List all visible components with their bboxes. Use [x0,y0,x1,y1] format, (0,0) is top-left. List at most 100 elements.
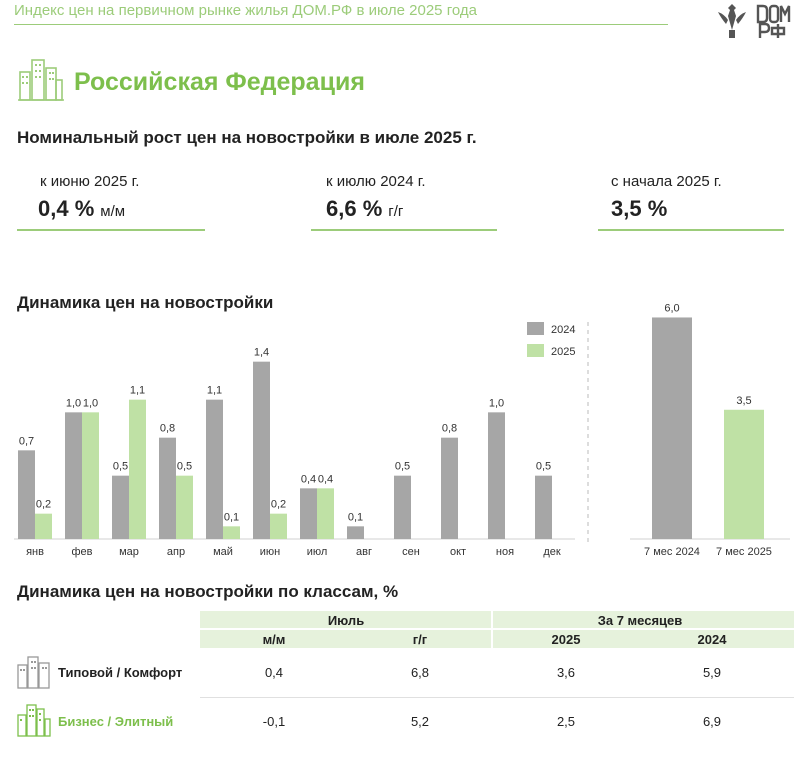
table-cell: 5,2 [410,714,430,729]
kpi-underline-yoy [311,229,497,231]
tick-label-июн: июн [260,546,280,558]
bar-2025-июл [317,488,334,539]
table-subheader-2024: 2024 [697,632,727,647]
ytd-price-chart: 6,0 7 мес 2024 3,5 7 мес 2025 [630,302,790,558]
table-cell: 3,6 [556,665,576,680]
bar-2025-янв [35,513,52,539]
data-label-2025-мар: 1,1 [130,385,145,397]
kpi-value-mom: 0,4 % м/м [38,196,126,221]
data-label-2024-апр: 0,8 [160,423,175,435]
kpi-underline-ytd [598,229,784,231]
table-title: Динамика цен на новостройки по классам, … [17,582,399,601]
bar-2024-дек [535,475,552,539]
table-group-7m: За 7 месяцев [597,613,683,628]
data-label-2025-июл: 0,4 [318,473,333,485]
ytd-bar-1 [652,317,692,539]
tick-label-ноя: ноя [496,546,514,558]
ytd-bar-2 [724,409,764,539]
bar-2024-мар [112,475,129,539]
table-subheader-yoy: г/г [412,632,428,647]
bar-2024-сен [394,475,411,539]
table-cell: 6,9 [702,714,722,729]
table-cell: 0,4 [264,665,284,680]
data-label-2024-фев: 1,0 [66,397,81,409]
bar-2024-май [206,399,223,539]
data-label-2025-янв: 0,2 [36,499,51,511]
kpi-unit-mom: м/м [100,203,126,220]
data-label-2025-май: 0,1 [224,511,239,523]
tick-label-июл: июл [307,546,328,558]
ytd-tick-label-1: 7 мес 2024 [644,546,700,558]
data-label-2024-дек: 0,5 [536,461,551,473]
ytd-tick-label-2: 7 мес 2025 [716,546,772,558]
bar-2025-фев [82,412,99,539]
legend-swatch-2025 [527,344,544,357]
bar-2024-июн [253,361,270,539]
legend-swatch-2024 [527,322,544,335]
kpi-value-yoy: 6,6 % г/г [326,196,404,221]
dom-rf-logo [718,4,791,38]
data-label-2025-фев: 1,0 [83,397,98,409]
kpi-label-yoy: к июлю 2024 г. [326,173,426,190]
tick-label-фев: фев [71,546,92,558]
tick-label-апр: апр [167,546,185,558]
table-row-label: Бизнес / Элитный [58,714,174,729]
report-title: Индекс цен на первичном рынке жилья ДОМ.… [14,2,477,19]
table-cell: -0,1 [262,714,286,729]
ytd-data-label-2: 3,5 [736,395,751,407]
data-label-2024-мар: 0,5 [113,461,128,473]
kpi-label-mom: к июню 2025 г. [40,173,140,190]
chart-title: Динамика цен на новостройки [17,293,274,312]
header-divider [14,24,668,25]
dom-rf-wordmark [756,4,791,38]
kpi-section-title: Номинальный рост цен на новостройки в ию… [17,128,477,147]
bar-2024-ноя [488,412,505,539]
city-buildings-icon [18,59,64,101]
bar-2025-май [223,526,240,539]
bar-2025-апр [176,475,193,539]
data-label-2024-июн: 1,4 [254,347,269,359]
table-group-header-row [200,611,794,629]
data-label-2024-июл: 0,4 [301,473,316,485]
data-label-2024-сен: 0,5 [395,461,410,473]
legend-label-2025: 2025 [551,346,575,358]
data-label-2024-май: 1,1 [207,385,222,397]
bar-2025-июн [270,513,287,539]
data-label-2024-янв: 0,7 [19,435,34,447]
data-label-2024-окт: 0,8 [442,423,457,435]
tick-label-мар: мар [119,546,139,558]
bar-2024-апр [159,437,176,539]
data-label-2025-июн: 0,2 [271,499,286,511]
bar-2024-фев [65,412,82,539]
table-header-divider [200,628,794,630]
bar-2024-авг [347,526,364,539]
tick-label-окт: окт [450,546,466,558]
table-sub-header-row [200,630,794,648]
table-cell: 2,5 [556,714,576,729]
table-cell: 5,9 [702,665,722,680]
tick-label-сен: сен [402,546,420,558]
tick-label-авг: авг [356,546,372,558]
bar-2025-мар [129,399,146,539]
data-label-2025-апр: 0,5 [177,461,192,473]
tick-label-май: май [213,546,233,558]
business-buildings-icon [17,704,51,737]
tick-label-дек: дек [543,546,561,558]
eagle-emblem-icon [718,4,746,38]
table-subheader-2025: 2025 [551,632,581,647]
kpi-label-ytd: с начала 2025 г. [611,173,722,190]
bar-2024-окт [441,437,458,539]
table-subheader-mom: м/м [262,632,286,647]
bar-2024-июл [300,488,317,539]
ytd-data-label-1: 6,0 [664,302,679,314]
table-group-july: Июль [327,613,365,628]
region-title: Российская Федерация [74,68,365,96]
table-cell: 6,8 [410,665,430,680]
data-label-2024-авг: 0,1 [348,511,363,523]
table-row-divider [200,697,794,698]
kpi-value-ytd: 3,5 % [611,196,668,221]
legend-label-2024: 2024 [551,324,575,336]
comfort-buildings-icon [17,656,50,689]
data-label-2024-ноя: 1,0 [489,397,504,409]
